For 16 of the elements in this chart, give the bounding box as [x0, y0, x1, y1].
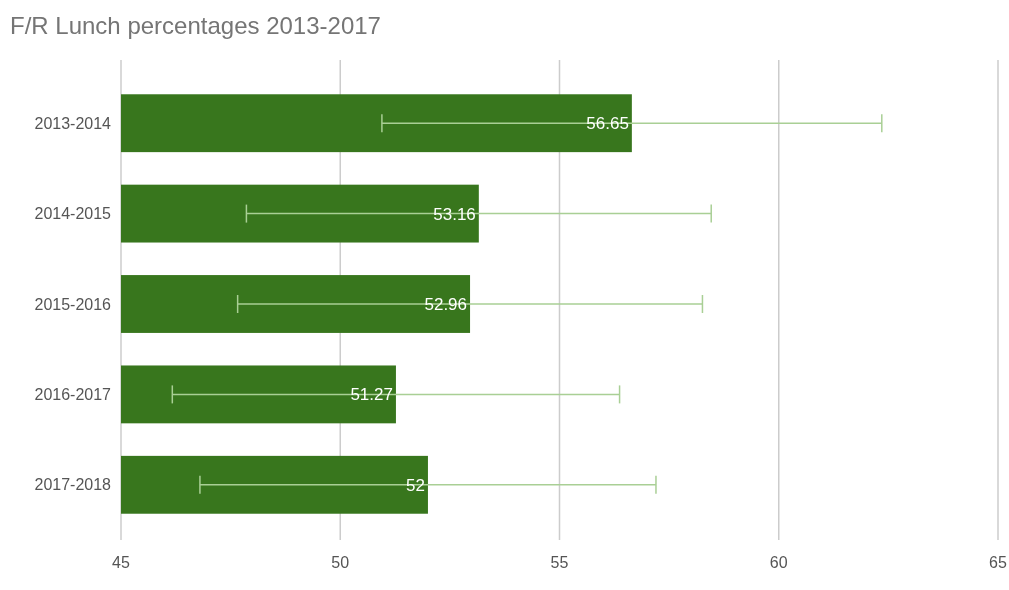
chart-title: F/R Lunch percentages 2013-2017: [10, 12, 381, 39]
x-tick-label: 45: [112, 554, 130, 571]
x-tick-label: 50: [331, 554, 350, 571]
x-tick-label: 60: [769, 554, 788, 571]
y-tick-label: 2013-2014: [34, 114, 112, 132]
x-tick-label: 65: [989, 554, 1007, 571]
x-tick-label: 55: [550, 554, 569, 571]
data-label: 51.27: [350, 385, 393, 405]
data-label: 56.65: [586, 114, 629, 134]
y-tick-label: 2014-2015: [34, 205, 112, 223]
y-tick-label: 2017-2018: [34, 476, 112, 494]
y-tick-label: 2016-2017: [34, 386, 112, 403]
data-label: 52: [406, 475, 425, 495]
data-label: 52.96: [424, 294, 468, 314]
data-label: 53.16: [433, 204, 476, 224]
y-tick-label: 2015-2016: [34, 295, 112, 313]
